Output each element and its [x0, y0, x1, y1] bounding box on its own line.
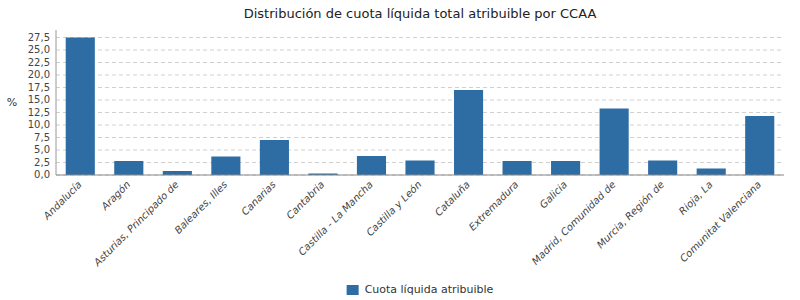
y-tick-label: 2,5 [34, 157, 50, 168]
y-axis-line [56, 30, 57, 175]
x-tick-label: Cantabria [284, 179, 326, 221]
bar [551, 161, 580, 175]
bar [405, 161, 434, 176]
bar [163, 171, 192, 175]
x-tick-label: Baleares, Illes [172, 179, 229, 236]
x-tick-label: Castilla y León [364, 179, 424, 239]
bar [357, 156, 386, 175]
x-tick-label: Extremadura [467, 179, 521, 233]
x-axis-line [56, 175, 784, 176]
bar [454, 90, 483, 175]
x-ticks: Andalucía AragónAsturias, Principado deBa… [41, 179, 764, 269]
y-tick-label: 10,0 [28, 119, 50, 130]
y-tick-label: 7,5 [34, 132, 50, 143]
legend-label: Cuota líquida atribuible [365, 283, 494, 296]
grid-line [56, 87, 784, 88]
grid-line [56, 175, 784, 176]
x-tick-label: Aragón [98, 179, 132, 213]
bar [503, 161, 532, 175]
grid-line [56, 62, 784, 63]
x-tick-label: Andalucía [41, 179, 84, 222]
y-tick-label: 27,5 [28, 32, 50, 43]
bar [66, 38, 95, 176]
y-tick-label: 20,0 [28, 69, 50, 80]
bar [600, 109, 629, 176]
grid-line [56, 112, 784, 113]
grid-line [56, 100, 784, 101]
chart: Distribución de cuota líquida total atri… [0, 0, 800, 300]
y-tick-label: 22,5 [28, 57, 50, 68]
y-tick-label: 5,0 [34, 144, 50, 155]
bar [211, 157, 240, 176]
x-tick-label: Comunitat Valenciana [678, 179, 764, 265]
x-tick-label: Canarias [239, 179, 278, 218]
grid-line [56, 37, 784, 38]
grid [56, 38, 784, 176]
grid-line [56, 150, 784, 151]
y-tick-label: 12,5 [28, 107, 50, 118]
x-tick-label: Rioja, La [677, 179, 715, 217]
y-axis-label: % [7, 96, 17, 109]
y-tick-label: 25,0 [28, 44, 50, 55]
bars [66, 38, 775, 176]
grid-line [56, 75, 784, 76]
x-tick-label: Madrid, Comunidad de [530, 179, 618, 267]
x-tick-label: Galicia [537, 179, 569, 211]
bar [648, 161, 677, 176]
grid-line [56, 137, 784, 138]
x-tick-label: Cataluña [433, 179, 472, 218]
x-tick-label: Castilla - La Mancha [296, 179, 375, 258]
y-ticks: 0,02,5 5,07,5 10,012,5 15,017,5 20,022,5 25,0… [28, 32, 50, 181]
bar [745, 116, 774, 175]
legend: Cuota líquida atribuible [347, 283, 494, 296]
y-tick-label: 0,0 [34, 169, 50, 180]
x-tick-label: Murcia, Región de [595, 179, 667, 251]
legend-swatch [347, 285, 359, 295]
grid-line [56, 50, 784, 51]
grid-line [56, 125, 784, 126]
y-tick-label: 17,5 [28, 82, 50, 93]
title: Distribución de cuota líquida total atri… [244, 6, 597, 21]
bar [260, 140, 289, 175]
x-tick-label: Asturias, Principado de [91, 179, 181, 269]
bar [697, 169, 726, 176]
y-tick-label: 15,0 [28, 94, 50, 105]
bar [114, 161, 143, 175]
